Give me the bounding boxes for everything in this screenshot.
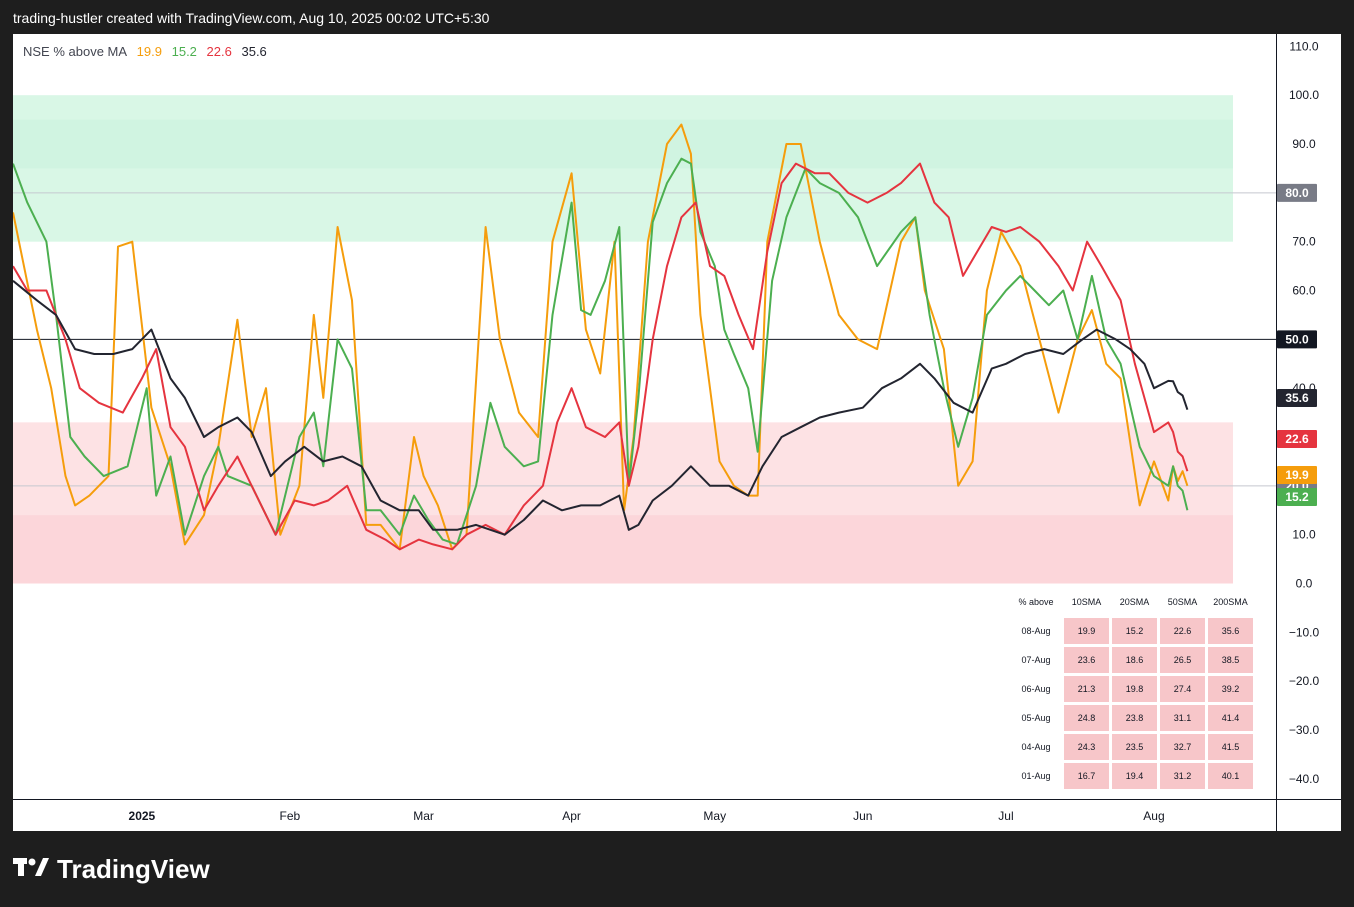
y-tick-label: 70.0 bbox=[1292, 235, 1316, 249]
last-value-label: 19.9 bbox=[1285, 468, 1309, 482]
y-tick-label: −20.0 bbox=[1289, 674, 1320, 688]
x-tick-label: Aug bbox=[1143, 809, 1164, 823]
stats-header-row: % above 10SMA 20SMA 50SMA 200SMA bbox=[1011, 589, 1253, 615]
last-value-badge bbox=[1277, 466, 1317, 484]
cell-10sma: 24.8 bbox=[1064, 705, 1109, 731]
cell-10sma: 16.7 bbox=[1064, 763, 1109, 789]
x-tick-label: Apr bbox=[562, 809, 581, 823]
chart-canvas[interactable]: 110.0100.090.080.070.060.050.040.030.020… bbox=[13, 34, 1341, 831]
legend-value-200sma: 35.6 bbox=[241, 44, 267, 59]
level-badge-label: 50.0 bbox=[1285, 332, 1309, 346]
y-tick-label: 100.0 bbox=[1289, 88, 1319, 102]
stats-header: % above bbox=[1018, 597, 1054, 607]
table-row: 08-Aug 19.9 15.2 22.6 35.6 bbox=[1011, 618, 1253, 644]
cell-200sma: 40.1 bbox=[1208, 763, 1253, 789]
cell-50sma: 31.1 bbox=[1160, 705, 1205, 731]
legend-value-10sma: 19.9 bbox=[136, 44, 162, 59]
y-tick-label: 0.0 bbox=[1296, 577, 1313, 591]
last-value-badge bbox=[1277, 430, 1317, 448]
row-date: 05-Aug bbox=[1011, 705, 1061, 731]
table-row: 04-Aug 24.3 23.5 32.7 41.5 bbox=[1011, 734, 1253, 760]
cell-10sma: 24.3 bbox=[1064, 734, 1109, 760]
cell-200sma: 39.2 bbox=[1208, 676, 1253, 702]
table-row: 06-Aug 21.3 19.8 27.4 39.2 bbox=[1011, 676, 1253, 702]
zone-band-inner bbox=[13, 119, 1233, 169]
last-value-label: 15.2 bbox=[1285, 490, 1309, 504]
y-tick-label: 90.0 bbox=[1292, 137, 1316, 151]
stats-table: % above 10SMA 20SMA 50SMA 200SMA 08-Aug … bbox=[1008, 586, 1256, 792]
series-line-50sma bbox=[13, 162, 1189, 551]
zone-band-inner bbox=[13, 515, 1233, 584]
cell-20sma: 23.5 bbox=[1112, 734, 1157, 760]
cell-20sma: 23.8 bbox=[1112, 705, 1157, 731]
stats-header: 10SMA bbox=[1071, 597, 1102, 607]
x-tick-label: Jul bbox=[998, 809, 1013, 823]
chart-header: trading-hustler created with TradingView… bbox=[13, 10, 490, 26]
stats-header: 200SMA bbox=[1213, 597, 1248, 607]
x-tick-label: Jun bbox=[853, 809, 872, 823]
last-value-label: 22.6 bbox=[1285, 432, 1309, 446]
row-date: 01-Aug bbox=[1011, 763, 1061, 789]
y-tick-label: −40.0 bbox=[1289, 772, 1320, 786]
y-tick-label: 60.0 bbox=[1292, 284, 1316, 298]
cell-200sma: 41.5 bbox=[1208, 734, 1253, 760]
x-tick-label: 2025 bbox=[129, 809, 156, 823]
cell-50sma: 26.5 bbox=[1160, 647, 1205, 673]
last-value-label: 35.6 bbox=[1285, 391, 1309, 405]
cell-50sma: 27.4 bbox=[1160, 676, 1205, 702]
cell-50sma: 31.2 bbox=[1160, 763, 1205, 789]
y-tick-label: −10.0 bbox=[1289, 625, 1320, 639]
cell-20sma: 19.4 bbox=[1112, 763, 1157, 789]
stats-header: 50SMA bbox=[1167, 597, 1198, 607]
legend-value-20sma: 15.2 bbox=[171, 44, 197, 59]
cell-10sma: 21.3 bbox=[1064, 676, 1109, 702]
legend-title: NSE % above MA bbox=[23, 44, 128, 59]
brand-name: TradingView bbox=[57, 854, 210, 884]
cell-10sma: 19.9 bbox=[1064, 618, 1109, 644]
cell-10sma: 23.6 bbox=[1064, 647, 1109, 673]
chart-frame[interactable]: 110.0100.090.080.070.060.050.040.030.020… bbox=[13, 34, 1341, 831]
level-badge bbox=[1277, 330, 1317, 349]
row-date: 08-Aug bbox=[1011, 618, 1061, 644]
level-badge-label: 80.0 bbox=[1285, 186, 1309, 200]
stats-header: 20SMA bbox=[1119, 597, 1150, 607]
series-line-20sma bbox=[13, 157, 1189, 546]
row-date: 04-Aug bbox=[1011, 734, 1061, 760]
tradingview-logo[interactable]: TradingView bbox=[13, 854, 210, 885]
cell-20sma: 19.8 bbox=[1112, 676, 1157, 702]
table-row: 01-Aug 16.7 19.4 31.2 40.1 bbox=[1011, 763, 1253, 789]
cell-200sma: 35.6 bbox=[1208, 618, 1253, 644]
x-tick-label: May bbox=[703, 809, 726, 823]
cell-20sma: 15.2 bbox=[1112, 618, 1157, 644]
series-line-200sma bbox=[13, 280, 1189, 536]
table-row: 07-Aug 23.6 18.6 26.5 38.5 bbox=[1011, 647, 1253, 673]
cell-50sma: 22.6 bbox=[1160, 618, 1205, 644]
cell-200sma: 38.5 bbox=[1208, 647, 1253, 673]
cell-50sma: 32.7 bbox=[1160, 734, 1205, 760]
x-tick-label: Mar bbox=[413, 809, 434, 823]
x-tick-label: Feb bbox=[280, 809, 301, 823]
level-badge bbox=[1277, 183, 1317, 202]
row-date: 07-Aug bbox=[1011, 647, 1061, 673]
table-row: 05-Aug 24.8 23.8 31.1 41.4 bbox=[1011, 705, 1253, 731]
cell-200sma: 41.4 bbox=[1208, 705, 1253, 731]
last-value-badge bbox=[1277, 389, 1317, 407]
row-date: 06-Aug bbox=[1011, 676, 1061, 702]
zone-band bbox=[13, 95, 1233, 242]
cell-20sma: 18.6 bbox=[1112, 647, 1157, 673]
tradingview-logo-icon bbox=[13, 854, 49, 885]
y-tick-label: 110.0 bbox=[1289, 39, 1318, 53]
y-tick-label: 10.0 bbox=[1292, 528, 1316, 542]
chart-legend: NSE % above MA 19.9 15.2 22.6 35.6 bbox=[23, 44, 273, 59]
y-tick-label: −30.0 bbox=[1289, 723, 1320, 737]
legend-value-50sma: 22.6 bbox=[206, 44, 232, 59]
last-value-badge bbox=[1277, 488, 1317, 506]
